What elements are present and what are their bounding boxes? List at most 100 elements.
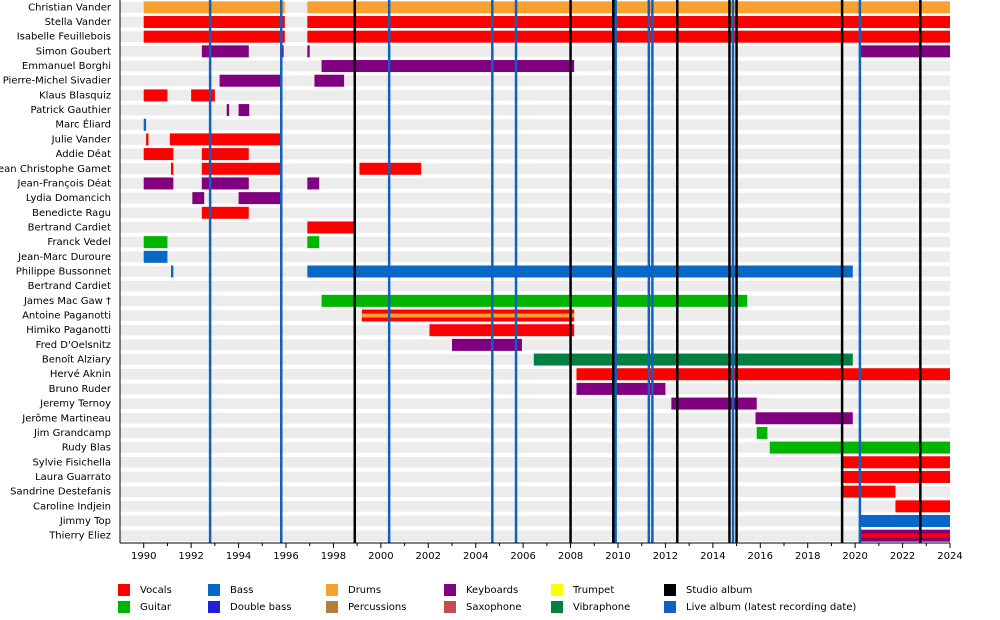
x-tick-label: 2024 <box>937 551 962 562</box>
legend-swatch <box>444 601 456 613</box>
member-span <box>533 353 853 366</box>
x-tick-label: 2022 <box>890 551 915 562</box>
legend-swatch <box>208 584 220 596</box>
member-span <box>238 104 250 117</box>
member-name: Laura Guarrato <box>35 472 111 483</box>
x-tick-label: 1992 <box>178 551 203 562</box>
member-span <box>576 368 950 381</box>
member-span <box>307 1 950 14</box>
member-name: James Mac Gaw † <box>23 296 111 307</box>
x-tick-label: 2016 <box>748 551 773 562</box>
member-span <box>143 177 174 190</box>
member-span <box>321 60 575 73</box>
row-band <box>120 207 950 219</box>
member-span <box>842 470 950 483</box>
member-span <box>238 192 282 205</box>
legend-swatch <box>664 584 676 596</box>
row-band <box>120 471 950 483</box>
member-span <box>859 45 950 58</box>
member-name: Sylvie Fisichella <box>32 457 111 468</box>
legend-label: Double bass <box>230 602 292 613</box>
member-name: Jeremy Ternoy <box>39 399 111 410</box>
member-span <box>143 1 285 14</box>
member-name: Philippe Bussonnet <box>16 267 111 278</box>
member-name: Sandrine Destefanis <box>10 487 111 498</box>
member-name: Jean-Marc Duroure <box>17 252 111 263</box>
legend-swatch <box>208 601 220 613</box>
member-name: Christian Vander <box>28 2 112 13</box>
x-tick-label: 2002 <box>416 551 441 562</box>
member-name: Lydia Domancich <box>26 193 111 204</box>
row-band <box>120 236 950 248</box>
member-span <box>307 236 320 249</box>
member-span <box>143 30 285 43</box>
member-span <box>314 74 345 87</box>
x-tick-label: 2018 <box>795 551 820 562</box>
member-name: Antoine Paganotti <box>22 311 111 322</box>
row-band <box>120 442 950 453</box>
member-span <box>361 313 575 318</box>
member-span <box>452 338 522 351</box>
member-name: Addie Déat <box>56 148 111 160</box>
member-name: Bertrand Cardiet <box>28 222 111 233</box>
member-span <box>307 265 853 278</box>
legend-label: Vibraphone <box>573 602 630 613</box>
member-span <box>859 533 950 538</box>
x-tick-label: 2006 <box>510 551 535 562</box>
member-span <box>576 382 666 395</box>
member-name: Jim Grandcamp <box>33 428 111 439</box>
row-band <box>120 178 950 189</box>
x-tick-label: 2012 <box>653 551 678 562</box>
member-name: Klaus Blasquiz <box>39 90 111 101</box>
member-span <box>226 104 230 117</box>
member-name: Julie Vander <box>51 134 112 145</box>
member-span <box>192 192 205 205</box>
row-band <box>120 90 950 101</box>
member-span <box>146 133 149 146</box>
member-span <box>429 324 575 337</box>
row-band <box>120 134 950 145</box>
row-band <box>120 251 950 263</box>
member-name: Himiko Paganotti <box>26 325 111 336</box>
member-span <box>201 148 249 161</box>
legend-label: Vocals <box>140 585 172 596</box>
row-band <box>120 368 950 380</box>
member-span <box>756 426 768 439</box>
member-name: Franck Vedel <box>47 237 111 248</box>
member-name: Benedicte Ragu <box>32 208 111 219</box>
member-name: Isabelle Feuillebois <box>17 32 111 43</box>
row-band <box>120 412 950 424</box>
member-span <box>859 514 950 527</box>
member-span <box>170 265 174 278</box>
member-span <box>143 236 168 249</box>
legend-label: Saxophone <box>466 602 522 613</box>
legend-swatch <box>664 601 676 613</box>
member-name: Stella Vander <box>45 17 112 28</box>
member-span <box>842 456 950 469</box>
row-band <box>120 222 950 233</box>
member-span <box>219 74 282 87</box>
member-span <box>307 30 950 43</box>
member-span <box>143 16 285 29</box>
member-name: Fred D'Oelsnitz <box>36 340 111 351</box>
member-name: Rudy Blas <box>62 443 111 454</box>
member-name: Bruno Ruder <box>49 384 112 395</box>
member-span <box>201 45 249 58</box>
member-name: Hervé Aknin <box>50 368 111 380</box>
member-span <box>307 45 310 58</box>
legend-swatch <box>444 584 456 596</box>
row-band <box>120 192 950 204</box>
member-span <box>169 133 282 146</box>
member-span <box>671 397 757 410</box>
row-band <box>120 383 950 395</box>
x-tick-label: 2000 <box>368 551 393 562</box>
x-tick-label: 1990 <box>131 551 156 562</box>
legend-swatch <box>326 601 338 613</box>
legend-swatch <box>551 584 563 596</box>
legend-label: Guitar <box>140 602 172 613</box>
member-span <box>143 89 168 102</box>
legend-label: Keyboards <box>466 585 518 596</box>
member-name: Pierre-Michel Sivadier <box>3 76 112 87</box>
row-band <box>120 75 950 87</box>
